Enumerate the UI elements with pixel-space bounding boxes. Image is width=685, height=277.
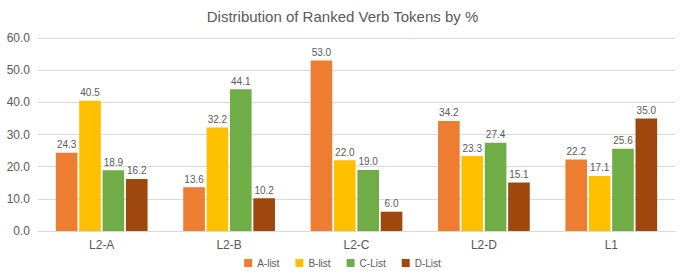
svg-text:Distribution of Ranked Verb To: Distribution of Ranked Verb Tokens by % [207, 8, 479, 25]
svg-text:23.3: 23.3 [462, 143, 482, 154]
svg-text:L2-A: L2-A [89, 238, 114, 252]
svg-text:17.1: 17.1 [590, 162, 610, 173]
svg-text:50.0: 50.0 [7, 63, 31, 77]
svg-text:53.0: 53.0 [312, 47, 332, 58]
svg-text:13.6: 13.6 [184, 174, 204, 185]
svg-text:24.3: 24.3 [57, 139, 77, 150]
svg-text:L1: L1 [605, 238, 619, 252]
svg-text:34.2: 34.2 [439, 107, 459, 118]
svg-text:27.4: 27.4 [486, 129, 506, 140]
svg-text:0.0: 0.0 [13, 224, 30, 238]
svg-text:22.0: 22.0 [335, 147, 355, 158]
svg-text:44.1: 44.1 [231, 76, 251, 87]
svg-text:20.0: 20.0 [7, 160, 31, 174]
svg-text:6.0: 6.0 [385, 198, 399, 209]
svg-text:40.0: 40.0 [7, 95, 31, 109]
svg-text:D-List: D-List [415, 258, 441, 269]
svg-text:16.2: 16.2 [127, 165, 147, 176]
svg-text:C-List: C-List [360, 258, 386, 269]
svg-text:32.2: 32.2 [208, 114, 228, 125]
svg-text:10.2: 10.2 [254, 185, 274, 196]
svg-text:30.0: 30.0 [7, 128, 31, 142]
svg-text:L2-C: L2-C [343, 238, 369, 252]
svg-text:18.9: 18.9 [104, 157, 124, 168]
svg-text:10.0: 10.0 [7, 192, 31, 206]
svg-text:40.5: 40.5 [80, 87, 100, 98]
svg-text:35.0: 35.0 [637, 105, 657, 116]
svg-text:22.2: 22.2 [567, 146, 587, 157]
svg-text:A-list: A-list [257, 258, 279, 269]
svg-text:L2-D: L2-D [471, 238, 497, 252]
svg-text:25.6: 25.6 [613, 135, 633, 146]
svg-text:60.0: 60.0 [7, 31, 31, 45]
svg-text:L2-B: L2-B [216, 238, 241, 252]
svg-text:B-list: B-list [308, 258, 330, 269]
svg-text:15.1: 15.1 [509, 169, 529, 180]
svg-text:19.0: 19.0 [358, 156, 378, 167]
